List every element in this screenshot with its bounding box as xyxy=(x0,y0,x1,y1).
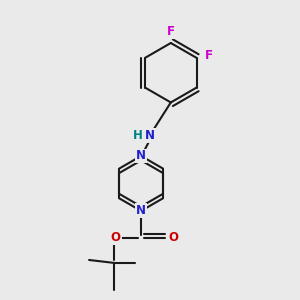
Text: H: H xyxy=(133,129,142,142)
Text: N: N xyxy=(136,149,146,162)
Text: F: F xyxy=(167,25,175,38)
Text: O: O xyxy=(111,231,121,244)
Text: N: N xyxy=(136,204,146,218)
Text: O: O xyxy=(168,231,178,244)
Text: N: N xyxy=(145,129,155,142)
Text: F: F xyxy=(205,49,213,62)
